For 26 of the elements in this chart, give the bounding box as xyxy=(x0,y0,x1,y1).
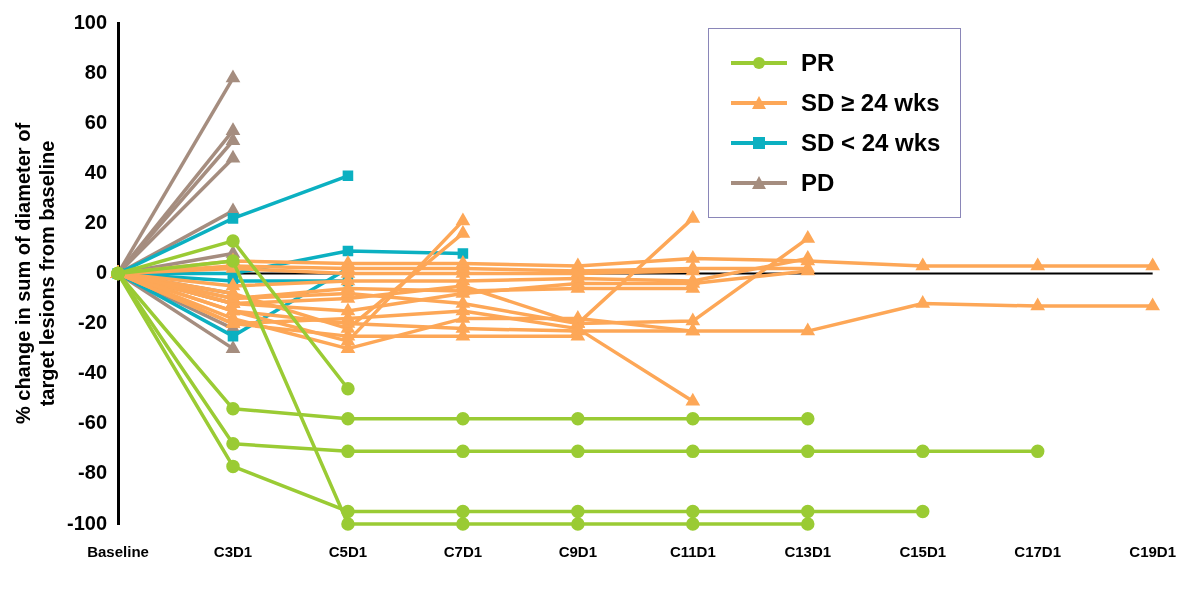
y-tick-label: 0 xyxy=(95,261,108,284)
x-tick-label: C15D1 xyxy=(899,543,947,561)
x-tick-label: C19D1 xyxy=(1129,543,1177,561)
x-tick-label: C17D1 xyxy=(1014,543,1062,561)
legend-label: SD ≥ 24 wks xyxy=(801,89,940,117)
x-tick-label: C11D1 xyxy=(669,543,716,561)
x-tick-label: C5D1 xyxy=(328,543,368,561)
legend-label: SD < 24 wks xyxy=(801,129,941,157)
y-tick-label: 40 xyxy=(84,160,108,183)
y-axis-title: % change in sum of diameter of target lesions from baseline xyxy=(11,122,58,425)
y-tick-label: 20 xyxy=(84,210,108,233)
legend-label: PR xyxy=(801,49,835,77)
x-tick-label: C7D1 xyxy=(443,543,483,561)
y-tick-label: -100 xyxy=(67,511,108,534)
legend-label: PD xyxy=(801,169,835,197)
y-tick-label: 100 xyxy=(73,10,108,33)
x-tick-label: C3D1 xyxy=(213,543,253,561)
x-tick-label: Baseline xyxy=(87,543,149,561)
y-tick-label: 60 xyxy=(84,110,108,133)
x-tick-label: C13D1 xyxy=(784,543,832,561)
y-tick-label: -80 xyxy=(78,461,108,484)
y-tick-label: 80 xyxy=(84,60,108,83)
y-tick-label: -40 xyxy=(78,361,108,384)
y-tick-label: -20 xyxy=(78,311,108,334)
y-tick-label: -60 xyxy=(78,411,108,434)
x-tick-label: C9D1 xyxy=(558,543,598,561)
